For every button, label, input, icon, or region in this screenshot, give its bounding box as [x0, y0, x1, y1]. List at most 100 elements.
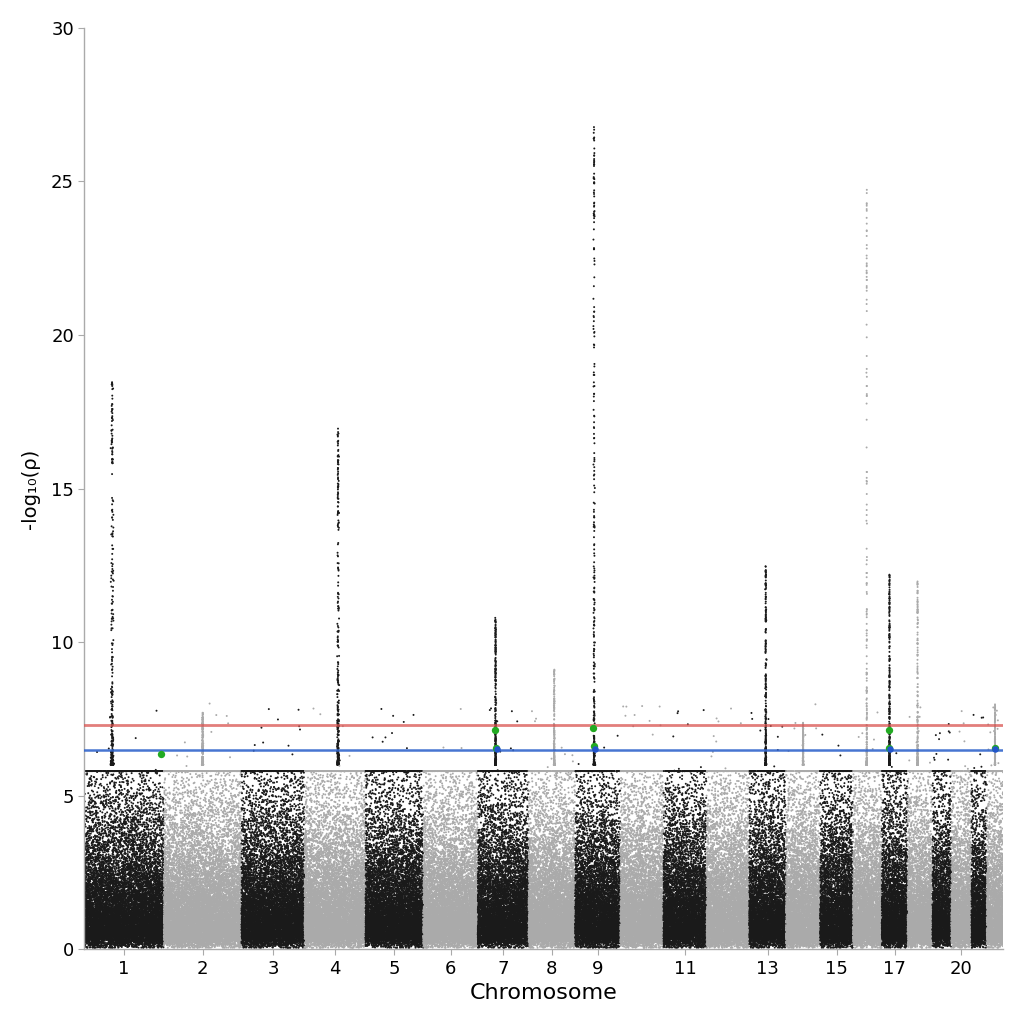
Point: [423, 859, 439, 876]
Point: [287, 912, 303, 929]
Point: [977, 898, 993, 914]
Point: [654, 931, 671, 947]
Point: [125, 810, 141, 826]
Point: [776, 882, 793, 898]
Point: [754, 853, 770, 869]
Point: [422, 912, 438, 929]
Point: [402, 837, 419, 853]
Point: [148, 935, 165, 951]
Point: [440, 891, 457, 907]
Point: [346, 896, 362, 912]
Point: [611, 933, 628, 949]
Point: [108, 920, 124, 936]
Point: [212, 845, 228, 861]
Point: [902, 914, 919, 931]
Point: [182, 850, 199, 866]
Point: [744, 868, 761, 885]
Point: [975, 886, 991, 902]
Point: [721, 918, 737, 934]
Point: [260, 909, 276, 926]
Point: [366, 909, 382, 926]
Point: [497, 869, 513, 886]
Point: [816, 906, 833, 923]
Point: [477, 763, 494, 779]
Point: [473, 922, 489, 938]
Point: [925, 934, 941, 950]
Point: [287, 908, 303, 925]
Point: [315, 926, 332, 942]
Point: [355, 928, 372, 944]
Point: [559, 857, 575, 873]
Point: [678, 920, 694, 936]
Point: [169, 926, 185, 942]
Point: [118, 932, 134, 948]
Point: [445, 847, 462, 863]
Point: [894, 926, 910, 942]
Point: [640, 919, 656, 935]
Point: [717, 885, 733, 901]
Point: [296, 934, 312, 950]
Point: [438, 918, 455, 934]
Point: [624, 919, 640, 935]
Point: [764, 932, 780, 948]
Point: [200, 918, 216, 934]
Point: [207, 916, 223, 933]
Point: [716, 936, 732, 952]
Point: [871, 909, 888, 926]
Point: [257, 934, 273, 950]
Point: [601, 874, 617, 891]
Point: [740, 809, 757, 825]
Point: [941, 924, 957, 940]
Point: [882, 930, 898, 946]
Point: [550, 861, 566, 878]
Point: [672, 922, 688, 938]
Point: [566, 815, 583, 831]
Point: [904, 833, 921, 849]
Point: [785, 879, 802, 895]
Point: [429, 800, 445, 816]
Point: [568, 927, 585, 943]
Point: [573, 939, 590, 955]
Point: [579, 938, 595, 954]
Point: [165, 919, 181, 935]
Point: [708, 933, 724, 949]
Point: [407, 932, 423, 948]
Point: [255, 923, 271, 939]
Point: [386, 910, 402, 927]
Point: [602, 926, 618, 942]
Point: [987, 913, 1004, 930]
Point: [393, 923, 410, 939]
Point: [811, 923, 827, 939]
Point: [886, 862, 902, 879]
Point: [583, 931, 599, 947]
Point: [488, 914, 505, 931]
Point: [386, 861, 402, 878]
Point: [108, 927, 124, 943]
Point: [281, 920, 297, 936]
Point: [616, 817, 633, 834]
Point: [775, 927, 792, 943]
Point: [845, 914, 861, 931]
Point: [841, 889, 857, 905]
Point: [298, 930, 314, 946]
Point: [136, 827, 153, 844]
Point: [909, 934, 926, 950]
Point: [310, 922, 327, 938]
Point: [335, 931, 351, 947]
Point: [883, 911, 899, 928]
Point: [959, 894, 976, 910]
Point: [408, 909, 424, 926]
Point: [888, 915, 904, 932]
Point: [754, 890, 770, 906]
Point: [843, 913, 859, 930]
Point: [272, 882, 289, 898]
Point: [370, 894, 386, 910]
Point: [817, 892, 834, 908]
Point: [165, 904, 181, 921]
Point: [101, 929, 118, 945]
Point: [944, 890, 961, 906]
Point: [536, 921, 552, 937]
Point: [686, 926, 702, 942]
Point: [388, 913, 404, 930]
Point: [729, 882, 745, 898]
